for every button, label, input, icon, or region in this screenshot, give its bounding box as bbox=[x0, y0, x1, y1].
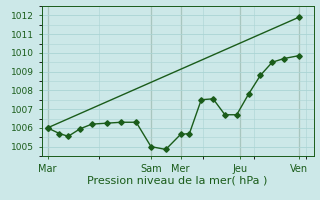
X-axis label: Pression niveau de la mer( hPa ): Pression niveau de la mer( hPa ) bbox=[87, 175, 268, 185]
